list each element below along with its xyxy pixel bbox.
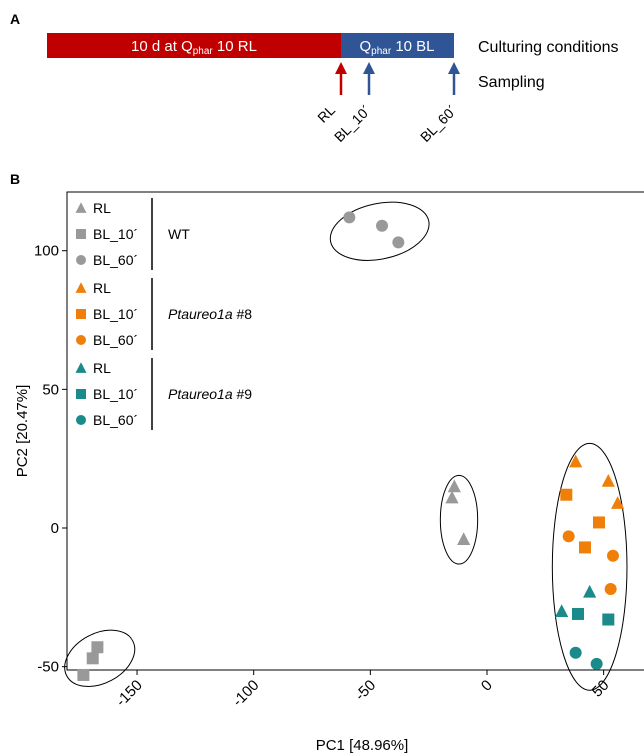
point-wt-bl-10-2 [86, 652, 99, 665]
blue-light-bar [341, 33, 454, 58]
x-tick-label: 0 [478, 677, 496, 695]
data-points [77, 211, 625, 681]
cluster-ellipse-3 [64, 629, 136, 687]
legend-label: BL_60´ [93, 332, 138, 348]
point-ptaureo1a-8-rl-3 [611, 496, 625, 509]
blue-bar-label: Qphar 10 BL [359, 38, 434, 57]
point-ptaureo1a-9-bl-60-2 [590, 657, 603, 670]
legend-label: BL_10´ [93, 306, 138, 322]
cluster-ellipse-2 [439, 474, 479, 565]
sampling-label: Sampling [478, 74, 545, 91]
legend-group-label: Ptaureo1a #9 [168, 386, 252, 402]
cluster-ellipse-1 [329, 201, 430, 261]
legend-marker-wt-circle [76, 255, 86, 265]
sample-label-rl: RL [314, 102, 338, 126]
sampling-arrow-rl [335, 62, 347, 95]
y-tick-label: 0 [51, 520, 59, 537]
x-tick-label: -50 [352, 677, 379, 704]
point-ptaureo1a-8-bl-10-3 [578, 541, 591, 554]
legend-label: BL_60´ [93, 252, 138, 268]
point-ptaureo1a-9-bl-10-2 [602, 613, 615, 626]
point-wt-rl-1 [447, 479, 461, 493]
cluster-ellipse-4 [551, 442, 628, 691]
panel-b-letter: B [10, 171, 20, 187]
point-wt-bl-10-1 [91, 641, 104, 654]
point-ptaureo1a-8-rl-2 [601, 473, 615, 487]
legend-label: BL_10´ [93, 386, 138, 402]
legend-label: RL [93, 280, 111, 296]
y-axis-ticks: -50 0 50 100 [34, 243, 67, 676]
plot-frame [66, 191, 644, 671]
legend-marker-ptaureo1a-9-triangle [75, 362, 87, 373]
point-ptaureo1a-9-bl-10-1 [571, 607, 584, 620]
legend-marker-ptaureo1a-9-square [76, 389, 86, 399]
legend-label: RL [93, 200, 111, 216]
y-axis-title: PC2 [20.47%] [14, 385, 31, 478]
point-ptaureo1a-9-rl-1 [583, 584, 597, 598]
point-wt-rl-2 [445, 490, 459, 504]
legend-label: BL_60´ [93, 412, 138, 428]
point-wt-bl-60-1 [343, 211, 356, 224]
panel-a-letter: A [10, 11, 20, 27]
point-ptaureo1a-8-bl-60-1 [562, 530, 575, 543]
point-wt-bl-10-3 [77, 668, 90, 681]
point-wt-bl-60-3 [392, 236, 405, 249]
point-ptaureo1a-9-bl-60-1 [569, 646, 582, 659]
red-bar-label: 10 d at Qphar 10 RL [131, 38, 257, 57]
point-ptaureo1a-8-bl-10-1 [560, 488, 573, 501]
y-tick-label: 100 [34, 243, 59, 260]
x-tick-label: -100 [229, 677, 262, 710]
legend-marker-ptaureo1a-8-square [76, 309, 86, 319]
legend-marker-ptaureo1a-8-circle [76, 335, 86, 345]
point-ptaureo1a-8-bl-10-2 [592, 516, 605, 529]
sampling-arrow-bl60 [448, 62, 460, 95]
point-ptaureo1a-8-bl-60-3 [604, 583, 617, 596]
sample-label-bl60: BL_60´ [417, 102, 460, 145]
culturing-conditions-label: Culturing conditions [478, 39, 619, 56]
legend-marker-wt-square [76, 229, 86, 239]
point-ptaureo1a-8-bl-60-2 [606, 549, 619, 562]
x-tick-label: 50 [589, 677, 613, 701]
point-wt-rl-3 [457, 532, 471, 545]
sample-label-bl10: BL_10´ [331, 102, 374, 145]
point-ptaureo1a-8-rl-1 [569, 454, 583, 468]
y-tick-label: -50 [37, 659, 59, 676]
x-axis-title: PC1 [48.96%] [316, 737, 409, 754]
sampling-arrow-bl10 [363, 62, 375, 95]
cluster-ellipses [64, 201, 628, 691]
legend-label: RL [93, 360, 111, 376]
y-tick-label: 50 [42, 381, 59, 398]
legend-marker-wt-triangle [75, 202, 87, 213]
legend-label: BL_10´ [93, 226, 138, 242]
red-light-bar [47, 33, 341, 58]
legend-marker-ptaureo1a-9-circle [76, 415, 86, 425]
legend-marker-ptaureo1a-8-triangle [75, 282, 87, 293]
legend: RL BL_10´ BL_60´ WT RL BL_10´ BL_60´ Ptaureo1a … [75, 198, 252, 430]
point-ptaureo1a-9-rl-2 [555, 604, 569, 618]
x-tick-label: -150 [113, 677, 146, 710]
legend-group-label: Ptaureo1a #8 [168, 306, 252, 322]
x-axis-ticks: -150 -100 -50 0 50 [113, 670, 613, 710]
legend-group-label: WT [168, 226, 190, 242]
point-wt-bl-60-2 [376, 219, 389, 232]
